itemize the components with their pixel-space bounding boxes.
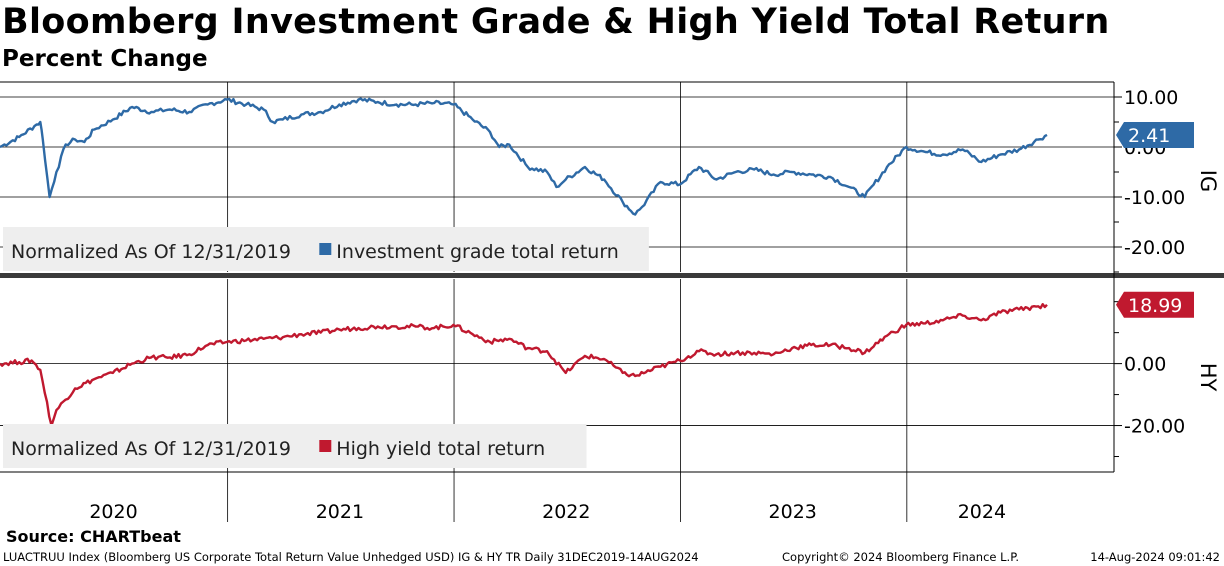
x-tick-label-2022: 2022 <box>542 501 590 523</box>
hy-legend-swatch <box>319 440 332 452</box>
footer-copyright: Copyright© 2024 Bloomberg Finance L.P. <box>782 550 1019 564</box>
ig-legend-series: Investment grade total return <box>336 241 619 263</box>
footer-timestamp: 14-Aug-2024 09:01:42 <box>1090 550 1220 564</box>
hy-axis-label: HY <box>1196 363 1220 392</box>
hy-legend-normalized: Normalized As Of 12/31/2019 <box>11 438 291 460</box>
ig-ytick-label-2: -10.00 <box>1124 187 1185 209</box>
ig-last-value-tag <box>1116 121 1194 148</box>
hy-ytick-label-1: -20.00 <box>1124 416 1185 438</box>
ig-ytick-label-0: 10.00 <box>1124 87 1178 109</box>
ig-legend-normalized: Normalized As Of 12/31/2019 <box>11 241 291 263</box>
x-tick-label-2020: 2020 <box>89 501 137 523</box>
ig-ytick-label-3: -20.00 <box>1124 237 1185 259</box>
x-tick-label-2021: 2021 <box>316 501 364 523</box>
hy-last-value-label: 18.99 <box>1128 295 1182 317</box>
ig-axis-label: IG <box>1196 170 1220 192</box>
hy-ytick-label-0: 0.00 <box>1124 354 1166 376</box>
hy-legend-box <box>3 424 587 468</box>
footer-description: LUACTRUU Index (Bloomberg US Corporate T… <box>3 550 699 564</box>
hy-series-line <box>0 303 1048 427</box>
hy-last-value-tag <box>1116 291 1194 318</box>
x-tick-label-2023: 2023 <box>769 501 817 523</box>
ig-legend-swatch <box>319 243 332 255</box>
x-tick-label-2024: 2024 <box>958 501 1006 523</box>
panel-separator <box>0 273 1224 278</box>
source-label: Source: CHARTbeat <box>6 527 181 546</box>
ig-last-value-label: 2.41 <box>1128 125 1170 147</box>
ig-series-line <box>0 97 1048 216</box>
hy-legend-series: High yield total return <box>336 438 545 460</box>
chart-title: Bloomberg Investment Grade & High Yield … <box>2 2 1110 42</box>
chart-subtitle: Percent Change <box>2 46 208 72</box>
